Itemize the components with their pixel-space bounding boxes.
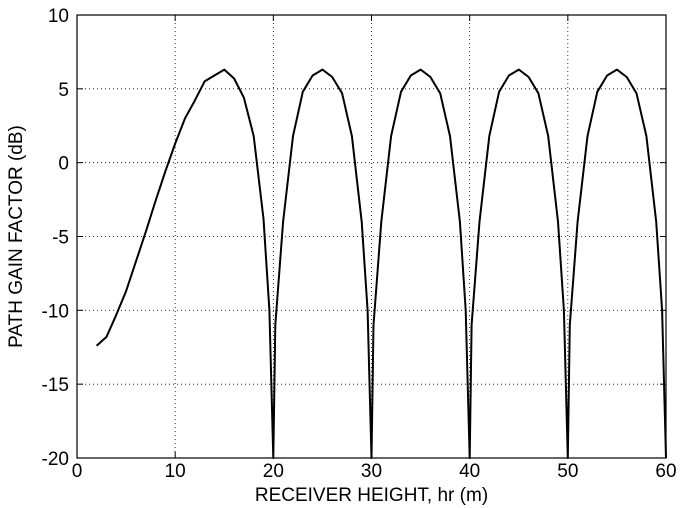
- y-tick-label: 10: [48, 6, 69, 27]
- series-group: [95, 68, 667, 459]
- y-tick-label: -5: [52, 228, 69, 249]
- y-tick-label: 0: [58, 154, 69, 175]
- y-tick-label: -10: [42, 301, 69, 322]
- y-axis-label: PATH GAIN FACTOR (dB): [6, 125, 27, 348]
- x-tick-label: 30: [361, 461, 382, 482]
- y-tick-label: 5: [58, 80, 69, 101]
- x-tick-label: 50: [557, 461, 578, 482]
- x-tick-label: 0: [72, 461, 83, 482]
- x-tick-label: 40: [459, 461, 480, 482]
- x-tick-label: 60: [655, 461, 676, 482]
- x-axis-label: RECEIVER HEIGHT, hr (m): [255, 485, 488, 506]
- series-line: [95, 68, 667, 459]
- y-tick-label: -15: [42, 375, 69, 396]
- x-tick-label: 20: [263, 461, 284, 482]
- y-tick-label: -20: [42, 449, 69, 470]
- x-tick-label: 10: [165, 461, 186, 482]
